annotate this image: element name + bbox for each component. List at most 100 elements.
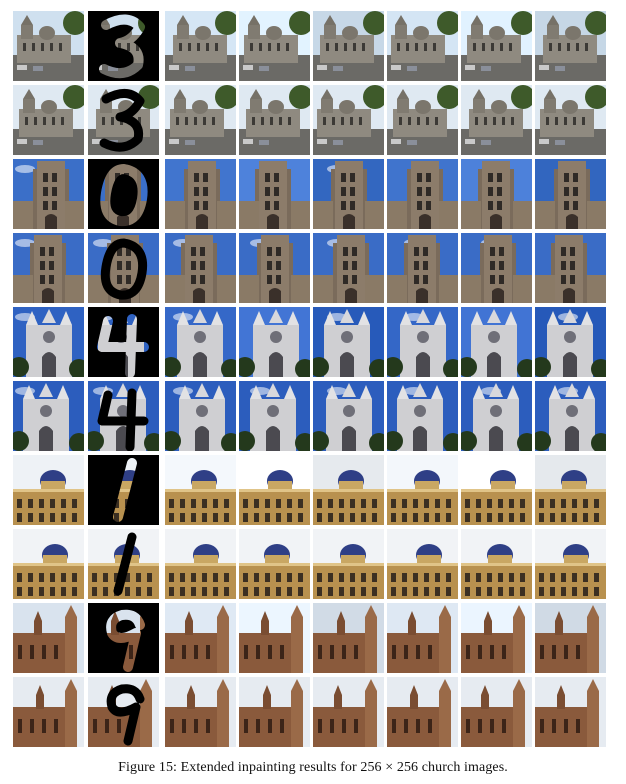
church-photo [88,85,159,155]
church-photo [239,233,310,303]
church-photo [13,233,84,303]
church-photo [165,381,236,451]
inpainted-sample-image [239,159,310,229]
figure-image-grid [13,11,607,748]
church-photo [13,455,84,525]
church-photo [165,307,236,377]
church-photo [13,159,84,229]
inpainted-sample-image [165,603,236,673]
inpainted-sample-image [387,529,458,599]
church-photo [387,307,458,377]
church-photo [13,11,84,81]
church-photo [387,11,458,81]
inpainted-sample-image [535,11,606,81]
inpainted-sample-image [239,233,310,303]
church-photo [387,233,458,303]
inpainted-sample-image [535,455,606,525]
church-photo [387,159,458,229]
inpainted-sample-image [461,307,532,377]
church-photo [239,381,310,451]
church-photo [387,529,458,599]
church-photo [387,603,458,673]
church-photo [313,381,384,451]
inpainted-sample-image [239,11,310,81]
church-photo [165,603,236,673]
church-photo [88,233,159,303]
church-photo [313,603,384,673]
church-photo [313,529,384,599]
inpainted-sample-image [239,381,310,451]
inpainted-sample-image [535,603,606,673]
church-photo [535,529,606,599]
inpainted-sample-image [313,11,384,81]
inpainted-sample-image [313,85,384,155]
church-photo [88,11,159,81]
church-photo [535,381,606,451]
church-photo [313,85,384,155]
church-photo [461,85,532,155]
inpainted-sample-image [165,159,236,229]
original-image [13,11,84,81]
inpainted-sample-image [461,11,532,81]
original-image [13,85,84,155]
inpainted-sample-image [165,677,236,747]
inpainted-sample-image [313,455,384,525]
original-image [13,381,84,451]
church-photo [461,603,532,673]
church-photo [239,11,310,81]
masked-input-image [88,529,159,599]
church-photo [88,455,159,525]
church-photo [535,603,606,673]
inpainted-sample-image [535,677,606,747]
church-photo [13,603,84,673]
inpainted-sample-image [313,307,384,377]
inpainted-sample-image [387,381,458,451]
masked-input-image [88,11,159,81]
inpainted-sample-image [461,677,532,747]
inpainted-sample-image [165,11,236,81]
inpainted-sample-image [165,381,236,451]
inpainted-sample-image [535,159,606,229]
church-photo [88,307,159,377]
church-photo [313,11,384,81]
church-photo [239,159,310,229]
church-photo [535,159,606,229]
church-photo [88,603,159,673]
masked-input-image [88,455,159,525]
masked-input-image [88,85,159,155]
inpainted-sample-image [387,85,458,155]
inpainted-sample-image [239,677,310,747]
church-photo [313,677,384,747]
masked-input-image [88,159,159,229]
church-photo [461,307,532,377]
inpainted-sample-image [165,233,236,303]
church-photo [387,85,458,155]
masked-input-image [88,677,159,747]
inpainted-sample-image [165,307,236,377]
church-photo [13,677,84,747]
church-photo [461,529,532,599]
church-photo [165,85,236,155]
inpainted-sample-image [461,529,532,599]
church-photo [165,455,236,525]
church-photo [387,455,458,525]
original-image [13,159,84,229]
inpainted-sample-image [387,233,458,303]
church-photo [387,677,458,747]
church-photo [387,381,458,451]
church-photo [461,233,532,303]
original-image [13,677,84,747]
inpainted-sample-image [313,159,384,229]
inpainted-sample-image [239,603,310,673]
church-photo [88,159,159,229]
church-photo [461,159,532,229]
church-photo [13,307,84,377]
masked-input-image [88,381,159,451]
church-photo [165,11,236,81]
original-image [13,307,84,377]
church-photo [13,85,84,155]
inpainted-sample-image [239,529,310,599]
church-photo [88,677,159,747]
inpainted-sample-image [461,159,532,229]
inpainted-sample-image [535,381,606,451]
